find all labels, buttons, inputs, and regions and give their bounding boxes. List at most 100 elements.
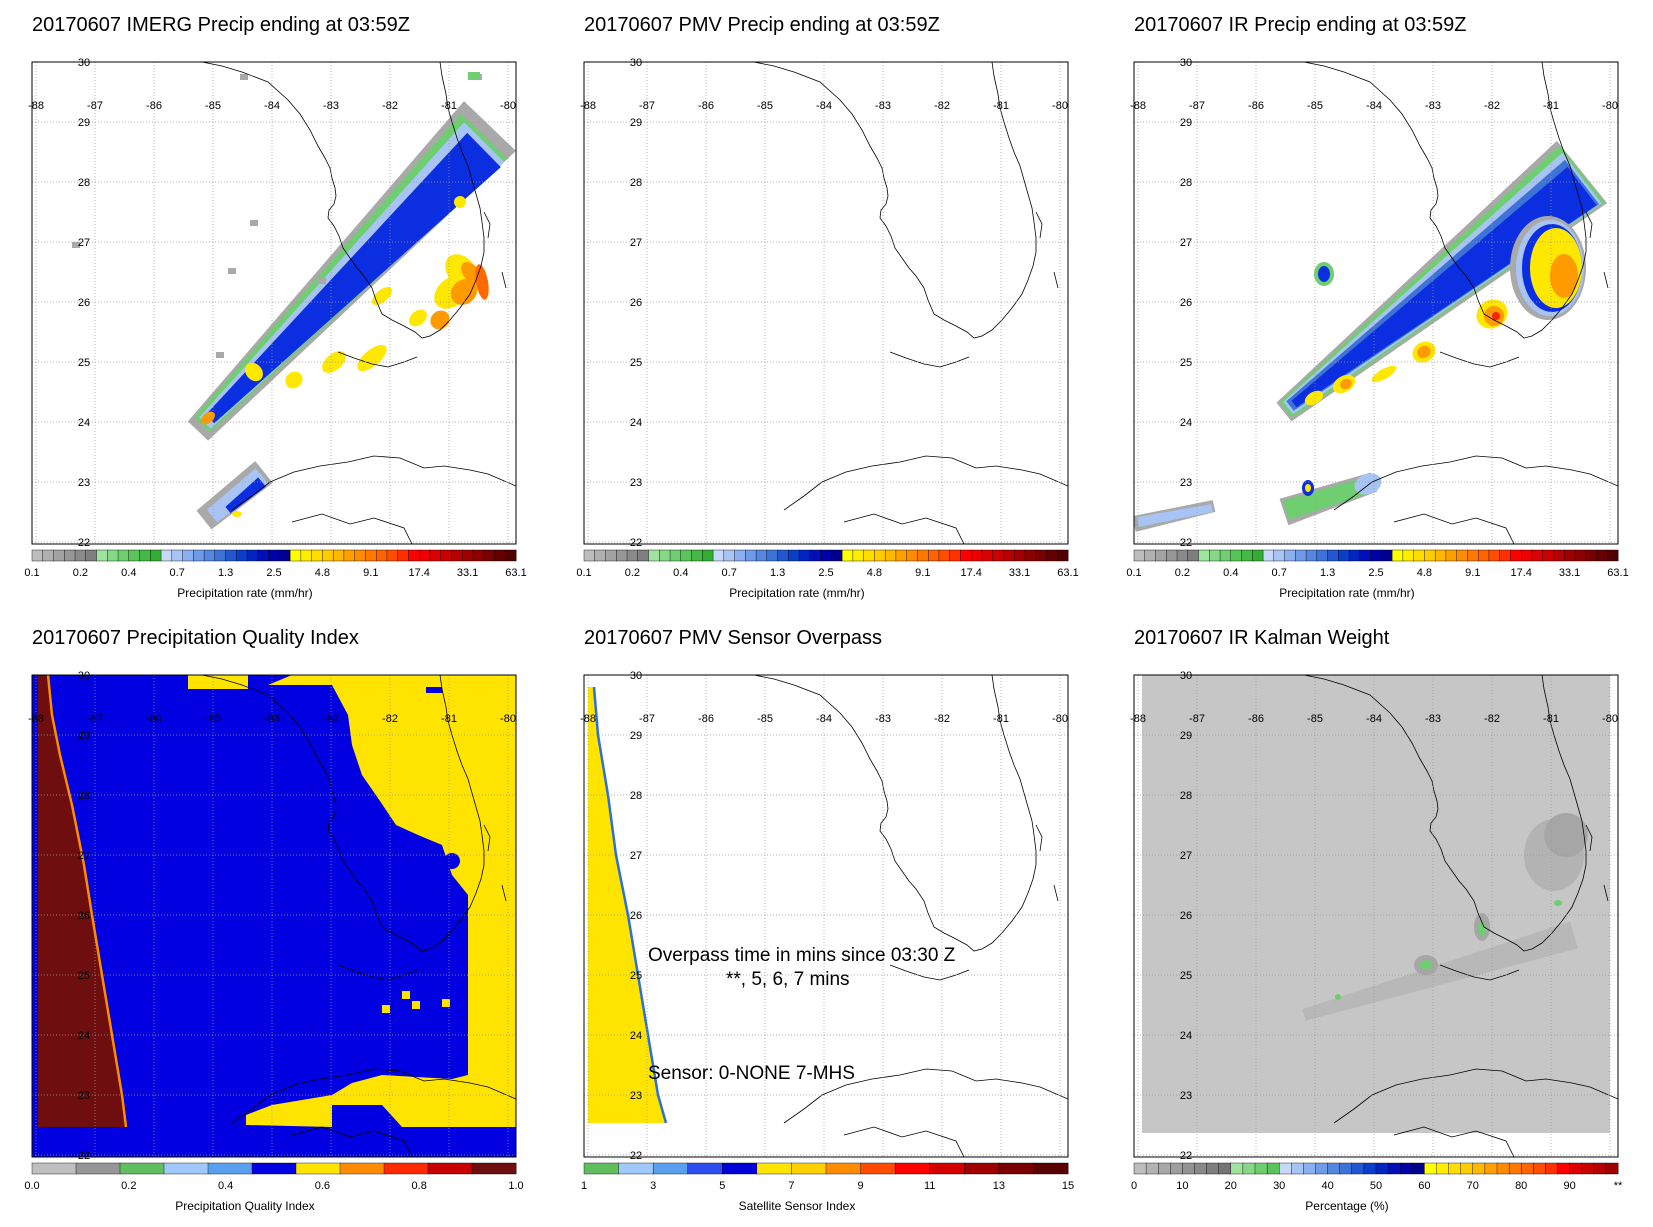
colorbar-swatch bbox=[1327, 1162, 1341, 1175]
bahamas-coastline bbox=[1585, 211, 1593, 239]
colorbar-swatch bbox=[1510, 549, 1522, 562]
cuba-south-coastline bbox=[291, 513, 413, 544]
colorbar-swatch bbox=[1456, 549, 1468, 562]
lat-tick-label: 28 bbox=[78, 790, 90, 802]
quality-field-yellow bbox=[246, 675, 516, 1127]
florida-keys bbox=[1439, 351, 1520, 368]
colorbar-swatch bbox=[687, 1162, 723, 1175]
lon-tick-label: -80 bbox=[1052, 713, 1068, 725]
lon-tick-label: -86 bbox=[698, 713, 714, 725]
lon-tick-label: -84 bbox=[1366, 100, 1382, 112]
bahamas-coastline bbox=[1603, 884, 1609, 902]
colorbar-swatch bbox=[831, 549, 843, 562]
colorbar-swatch bbox=[1569, 1162, 1583, 1175]
colorbar-swatch bbox=[1133, 1162, 1147, 1175]
bahamas-coastline bbox=[1603, 271, 1609, 289]
colorbar-swatch bbox=[722, 1162, 758, 1175]
lon-tick-label: -87 bbox=[1189, 713, 1205, 725]
colorbar-swatch bbox=[1531, 549, 1544, 562]
lat-tick-label: 24 bbox=[78, 1030, 90, 1042]
data-field bbox=[32, 675, 516, 1157]
lat-tick-label: 30 bbox=[78, 670, 90, 682]
lat-tick-label: 22 bbox=[630, 537, 642, 549]
quality-field-yellow-spot bbox=[412, 1001, 420, 1009]
colorbar-swatch bbox=[583, 549, 596, 562]
lat-tick-label: 27 bbox=[630, 237, 642, 249]
lat-tick-label: 24 bbox=[630, 1030, 642, 1042]
colorbar-swatch bbox=[1273, 549, 1285, 562]
colorbar-swatch bbox=[1472, 1162, 1486, 1175]
colorbar-swatch bbox=[440, 549, 452, 562]
rain-cell-yellow bbox=[1305, 484, 1311, 492]
cuba-south-coastline bbox=[843, 513, 965, 544]
florida-coastline bbox=[1303, 62, 1587, 339]
rain-speck bbox=[228, 268, 236, 274]
florida-coastline bbox=[201, 62, 485, 339]
colorbar-title: Satellite Sensor Index bbox=[739, 1199, 856, 1213]
colorbar-tick-label: 7 bbox=[788, 1180, 794, 1192]
florida-keys bbox=[1439, 964, 1520, 981]
rain-cell-lightblue bbox=[1354, 473, 1382, 495]
panel-title: 20170607 PMV Precip ending at 03:59Z bbox=[584, 14, 940, 36]
kalman-field-shade bbox=[1544, 813, 1588, 857]
colorbar-tick-label: 17.4 bbox=[408, 567, 429, 579]
bahamas-coastline bbox=[1035, 824, 1043, 852]
colorbar-swatch bbox=[397, 549, 409, 562]
colorbar-swatch bbox=[1400, 1162, 1413, 1175]
lat-tick-label: 24 bbox=[78, 417, 90, 429]
lat-tick-label: 27 bbox=[1180, 237, 1192, 249]
colorbar-swatch bbox=[193, 549, 205, 562]
colorbar-tick-label: 9 bbox=[858, 1180, 864, 1192]
quality-field-darkred bbox=[38, 675, 126, 1127]
colorbar-swatch bbox=[798, 549, 811, 562]
lon-tick-label: -87 bbox=[1189, 100, 1205, 112]
colorbar-swatch bbox=[669, 549, 682, 562]
data-field bbox=[1134, 140, 1608, 532]
rain-cell-yellow bbox=[1371, 365, 1397, 383]
lon-tick-label: -86 bbox=[698, 100, 714, 112]
colorbar-tick-label: 0.1 bbox=[576, 567, 591, 579]
colorbar-swatch bbox=[1413, 549, 1425, 562]
cuba-coastline bbox=[1333, 1068, 1618, 1124]
lat-tick-label: 25 bbox=[1180, 357, 1192, 369]
cuba-south-coastline bbox=[1393, 1126, 1515, 1157]
colorbar-swatch bbox=[605, 549, 617, 562]
lat-tick-label: 23 bbox=[630, 477, 642, 489]
colorbar-swatch bbox=[998, 1162, 1034, 1175]
colorbar-tick-label: 50 bbox=[1370, 1180, 1382, 1192]
colorbar-tick-label: 5 bbox=[719, 1180, 725, 1192]
cuba-south-coastline bbox=[843, 1126, 965, 1157]
rain-cell-yellow bbox=[245, 362, 263, 382]
colorbar-swatch bbox=[462, 549, 474, 562]
colorbar-swatch bbox=[1158, 1162, 1171, 1175]
colorbar-tick-label: 40 bbox=[1321, 1180, 1333, 1192]
colorbar-tick-label: 4.8 bbox=[867, 567, 882, 579]
lon-tick-label: -85 bbox=[205, 713, 221, 725]
colorbar-swatch bbox=[680, 549, 692, 562]
lon-tick-label: -87 bbox=[87, 100, 103, 112]
bahamas-coastline bbox=[501, 884, 507, 902]
lon-tick-label: -83 bbox=[1425, 713, 1441, 725]
colorbar-swatch bbox=[1508, 1162, 1522, 1175]
colorbar-swatch bbox=[1363, 1162, 1377, 1175]
colorbar-swatch bbox=[1144, 549, 1156, 562]
cuba-coastline bbox=[783, 1068, 1068, 1124]
colorbar-swatch bbox=[429, 549, 442, 562]
rain-cell-yellow bbox=[409, 309, 427, 327]
colorbar-swatch bbox=[766, 549, 779, 562]
colorbar-swatch bbox=[300, 549, 313, 562]
colorbar-tick-label: 10 bbox=[1176, 1180, 1188, 1192]
lon-tick-label: -84 bbox=[264, 100, 280, 112]
colorbar-swatch bbox=[1387, 1162, 1401, 1175]
colorbar-swatch bbox=[691, 549, 703, 562]
lon-tick-label: -81 bbox=[1543, 100, 1559, 112]
colorbar-tick-label: 0.7 bbox=[1272, 567, 1287, 579]
colorbar-tick-label: 2.5 bbox=[818, 567, 833, 579]
colorbar-swatch bbox=[788, 549, 800, 562]
lon-tick-label: -81 bbox=[993, 713, 1009, 725]
rain-cell-yellow bbox=[1304, 390, 1324, 406]
sensor-field-edge bbox=[592, 686, 668, 1124]
colorbar-tick-label: 33.1 bbox=[1559, 567, 1580, 579]
colorbar-swatch bbox=[1295, 549, 1307, 562]
